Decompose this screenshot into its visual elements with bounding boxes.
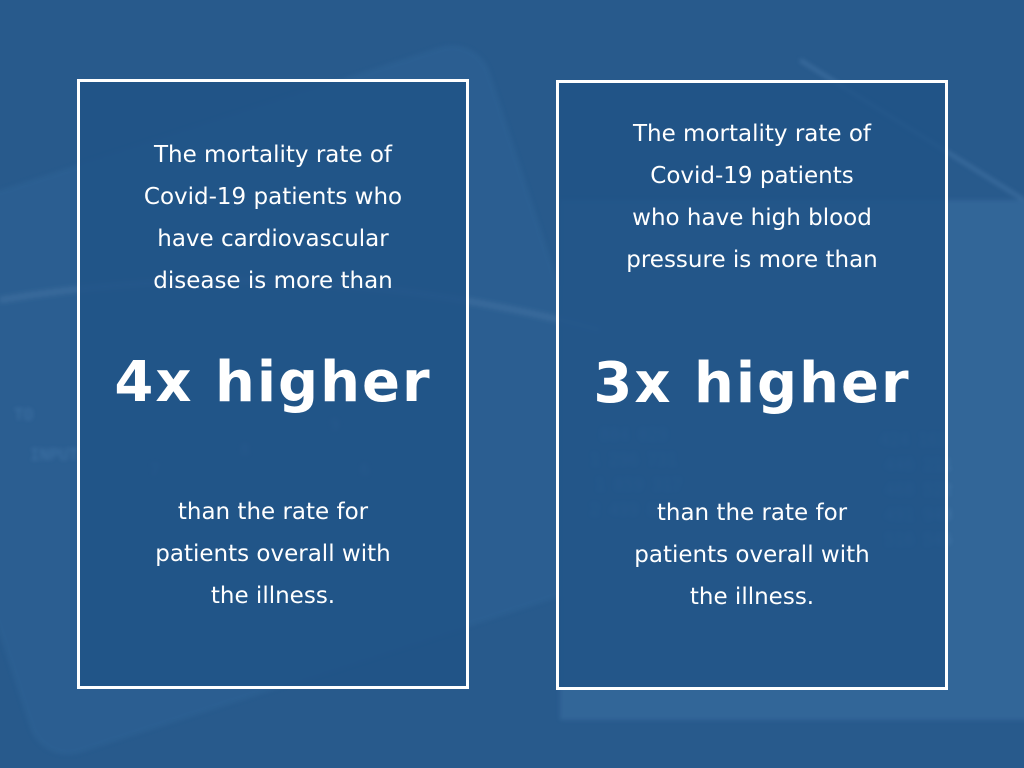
svg-text:TO: TO bbox=[14, 405, 33, 424]
card-multiplier: 4x higher bbox=[114, 350, 432, 415]
stat-card-blood-pressure: The mortality rate of Covid-19 patients … bbox=[556, 80, 948, 690]
card-comparison-text: than the rate for patients overall with … bbox=[155, 499, 391, 609]
card-intro-text: The mortality rate of Covid-19 patients … bbox=[143, 142, 403, 294]
card-intro-text: The mortality rate of Covid-19 patients … bbox=[626, 121, 878, 273]
stat-card-cardiovascular: The mortality rate of Covid-19 patients … bbox=[77, 79, 469, 689]
card-multiplier: 3x higher bbox=[593, 351, 911, 416]
svg-text:INPUT: INPUT bbox=[30, 445, 79, 464]
card-comparison-text: than the rate for patients overall with … bbox=[634, 500, 870, 610]
